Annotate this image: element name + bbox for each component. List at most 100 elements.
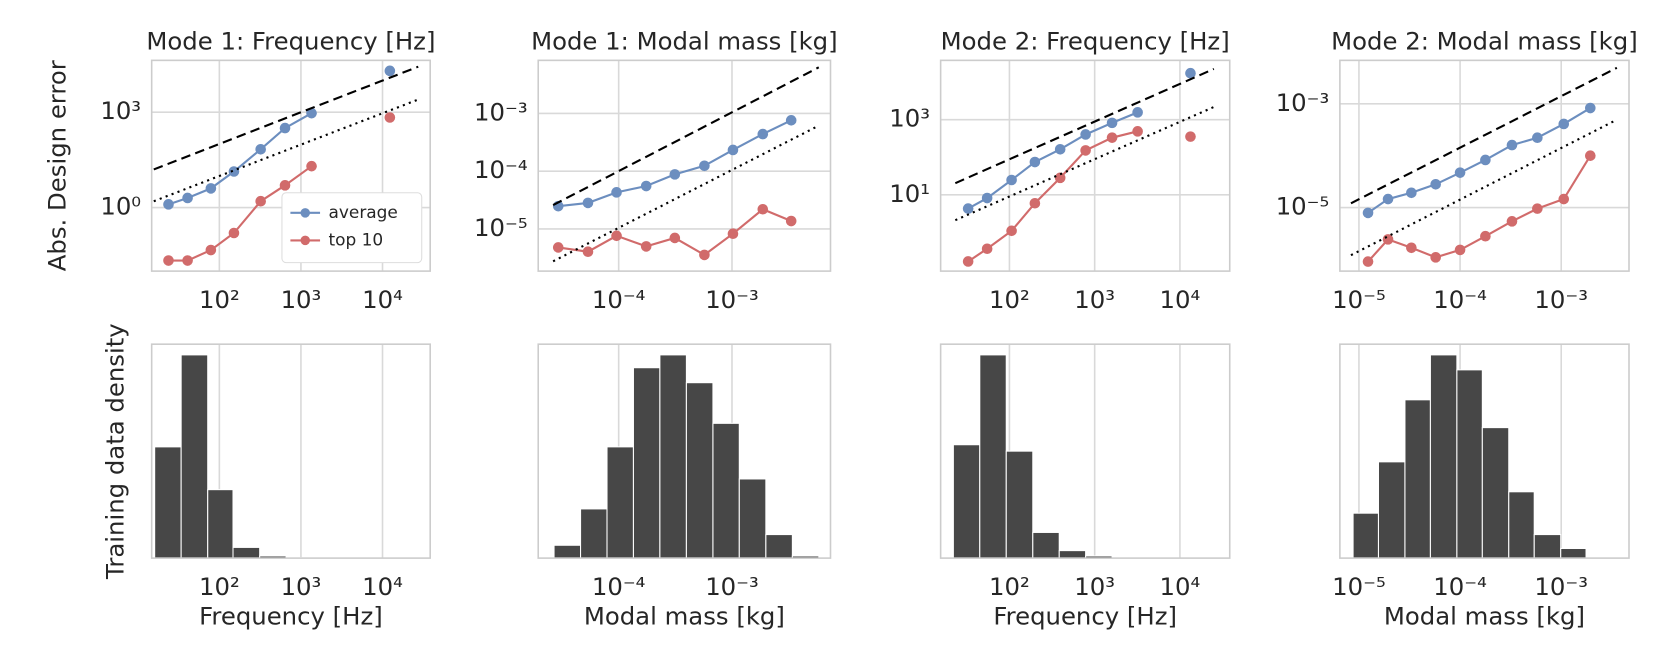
point xyxy=(640,241,652,252)
point xyxy=(981,243,993,255)
x-axis-label: Modal mass [kg] xyxy=(1384,601,1585,630)
y-tick-label: 10⁻³ xyxy=(1276,88,1330,117)
series-line xyxy=(1367,107,1591,214)
x-tick-label: 10³ xyxy=(281,572,322,601)
y-tick-label: 10⁻⁵ xyxy=(1276,192,1330,221)
point xyxy=(962,203,974,214)
point xyxy=(640,180,652,192)
bar xyxy=(1352,512,1380,559)
bar xyxy=(632,367,661,559)
x-tick-label: 10² xyxy=(989,285,1030,314)
x-tick-label: 10⁴ xyxy=(362,572,403,601)
point xyxy=(384,65,396,77)
point xyxy=(699,249,710,261)
point xyxy=(1054,143,1066,155)
y-tick-label: 10⁰ xyxy=(100,192,141,221)
y-tick-label: 10¹ xyxy=(889,179,930,208)
point xyxy=(611,187,622,198)
legend-label: top 10 xyxy=(329,229,384,249)
point xyxy=(205,183,217,194)
x-tick-label: 10⁻³ xyxy=(705,572,759,601)
y-tick-label: 10³ xyxy=(100,96,141,125)
point xyxy=(1454,167,1466,178)
point xyxy=(1406,187,1417,199)
point xyxy=(1029,156,1041,168)
bar xyxy=(712,422,740,559)
point xyxy=(1585,150,1596,161)
point xyxy=(1480,154,1491,166)
x-axis-label: Frequency [Hz] xyxy=(199,601,383,630)
x-axis-label: Modal mass [kg] xyxy=(584,601,785,630)
point xyxy=(582,246,594,258)
legend-label: average xyxy=(329,202,398,222)
y-tick-label: 10⁻⁵ xyxy=(474,213,528,242)
bar xyxy=(1533,534,1562,559)
point xyxy=(727,144,739,156)
reference-line xyxy=(153,65,419,171)
point xyxy=(163,199,174,210)
series-line xyxy=(1367,155,1592,263)
plot-frame xyxy=(150,343,431,559)
bar xyxy=(1377,461,1406,559)
x-tick-label: 10⁻⁵ xyxy=(1332,572,1386,601)
x-tick-label: 10⁴ xyxy=(1160,285,1201,314)
x-tick-label: 10⁻⁴ xyxy=(1433,285,1487,314)
panel-title: Mode 1: Modal mass [kg] xyxy=(531,26,838,55)
x-tick-label: 10⁻³ xyxy=(705,285,759,314)
plot-frame xyxy=(537,59,832,272)
legend-marker xyxy=(300,235,310,246)
bar xyxy=(1481,427,1510,559)
point xyxy=(552,242,564,253)
point xyxy=(785,115,797,126)
x-tick-label: 10² xyxy=(199,285,240,314)
point xyxy=(582,197,594,209)
reference-line xyxy=(954,67,1215,185)
point xyxy=(306,107,317,119)
plot-frame xyxy=(939,343,1231,559)
point xyxy=(1185,131,1196,142)
point xyxy=(1506,216,1518,227)
point xyxy=(1106,117,1118,129)
point xyxy=(669,232,681,244)
bar xyxy=(1058,550,1087,559)
point xyxy=(1454,244,1466,256)
bar xyxy=(1429,354,1458,559)
point xyxy=(228,166,240,177)
plot-frame xyxy=(1339,59,1630,272)
bar xyxy=(659,354,687,559)
x-tick-label: 10⁻⁵ xyxy=(1332,285,1386,314)
x-tick-label: 10² xyxy=(199,572,240,601)
x-tick-label: 10⁻³ xyxy=(1534,572,1588,601)
panel: 10² 10³ 10⁴ 10⁰ 10³ Mode 1: Frequency [Hz] Abs… xyxy=(42,26,435,313)
bar xyxy=(553,544,582,559)
reference-line xyxy=(1350,66,1618,205)
point xyxy=(306,160,317,172)
point xyxy=(1406,242,1417,254)
y-axis-label: Training data density xyxy=(101,323,130,580)
point xyxy=(205,244,217,256)
bar xyxy=(1005,450,1034,559)
reference-line xyxy=(153,98,419,203)
point xyxy=(1006,225,1017,237)
point xyxy=(1558,193,1570,205)
bar xyxy=(738,478,767,559)
bar xyxy=(979,354,1007,559)
bar xyxy=(952,444,981,559)
point xyxy=(1006,174,1017,186)
reference-line xyxy=(552,66,820,206)
y-tick-label: 10⁻⁴ xyxy=(474,155,528,184)
point xyxy=(611,230,622,242)
x-tick-label: 10² xyxy=(989,572,1030,601)
panel: 10⁻⁴ 10⁻³ 10⁻⁵ 10⁻⁴ 10⁻³ Mode 1: Modal mass [… xyxy=(474,26,838,313)
point xyxy=(255,195,266,207)
point xyxy=(1029,197,1041,209)
x-tick-label: 10⁻⁴ xyxy=(592,285,646,314)
point xyxy=(669,169,681,180)
panel-title: Mode 1: Frequency [Hz] xyxy=(146,26,435,55)
bar xyxy=(1508,491,1535,559)
y-axis-label: Abs. Design error xyxy=(42,59,71,271)
point xyxy=(1382,193,1394,205)
